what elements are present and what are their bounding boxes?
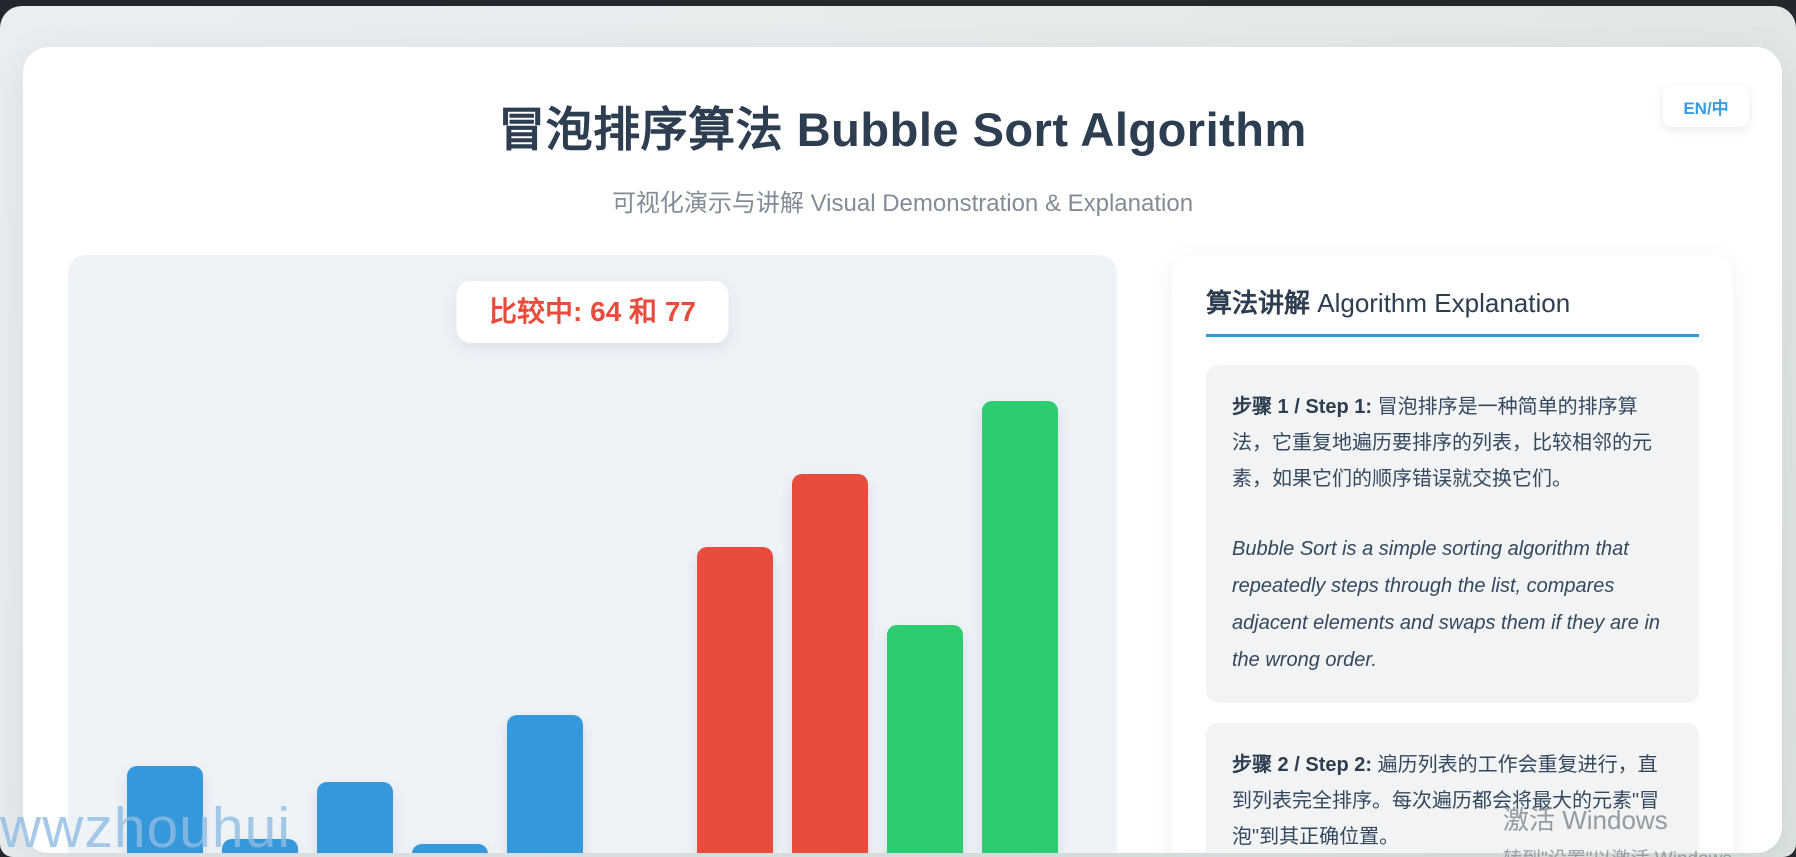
explanation-heading: 算法讲解 Algorithm Explanation xyxy=(1206,283,1699,320)
step-1-zh-body: 冒泡排序是一种简单的排序算法，它重复地遍历要排序的列表，比较相邻的元素，如果它们… xyxy=(1232,396,1652,490)
step-card-1: 步骤 1 / Step 1: 冒泡排序是一种简单的排序算法，它重复地遍历要排序的… xyxy=(1206,365,1699,703)
array-bar-unsorted xyxy=(222,839,298,853)
explanation-panel: 算法讲解 Algorithm Explanation 步骤 1 / Step 1… xyxy=(1172,255,1733,853)
step-1-english-text: Bubble Sort is a simple sorting algorith… xyxy=(1232,538,1661,671)
array-bar-unsorted xyxy=(317,782,393,853)
page-subtitle: 可视化演示与讲解 Visual Demonstration & Explanat… xyxy=(611,190,1194,217)
page-title: 冒泡排序算法 Bubble Sort Algorithm xyxy=(498,103,1307,156)
comparison-status-badge: 比较中: 64 和 77 xyxy=(456,281,729,343)
array-bar-unsorted xyxy=(507,715,583,853)
array-bar-unsorted xyxy=(412,844,488,853)
array-bar-comparing xyxy=(697,547,773,853)
heading-underline xyxy=(1206,334,1699,337)
bars-container xyxy=(68,255,1117,853)
array-bar-sorted xyxy=(887,625,963,853)
step-2-zh-body: 遍历列表的工作会重复进行，直到列表完全排序。每次遍历都会将最大的元素"冒泡"到其… xyxy=(1232,754,1660,848)
explanation-heading-zh: 算法讲解 xyxy=(1206,288,1311,318)
array-bar-sorted xyxy=(982,401,1058,853)
step-2-label: 步骤 2 / Step 2: xyxy=(1232,754,1373,776)
step-1-chinese-text: 步骤 1 / Step 1: 冒泡排序是一种简单的排序算法，它重复地遍历要排序的… xyxy=(1232,389,1673,497)
page-background: EN/中 冒泡排序算法 Bubble Sort Algorithm 可视化演示与… xyxy=(0,6,1796,857)
explanation-heading-en: Algorithm Explanation xyxy=(1310,288,1571,318)
language-toggle-button[interactable]: EN/中 xyxy=(1663,85,1749,127)
step-2-chinese-text: 步骤 2 / Step 2: 遍历列表的工作会重复进行，直到列表完全排序。每次遍… xyxy=(1232,747,1673,853)
array-bar-unsorted xyxy=(127,766,203,853)
main-card: EN/中 冒泡排序算法 Bubble Sort Algorithm 可视化演示与… xyxy=(23,47,1782,853)
visualization-panel: 比较中: 64 和 77 xyxy=(68,255,1117,853)
step-card-2: 步骤 2 / Step 2: 遍历列表的工作会重复进行，直到列表完全排序。每次遍… xyxy=(1206,723,1699,853)
array-bar-comparing xyxy=(792,474,868,853)
step-1-label: 步骤 1 / Step 1: xyxy=(1232,396,1373,418)
